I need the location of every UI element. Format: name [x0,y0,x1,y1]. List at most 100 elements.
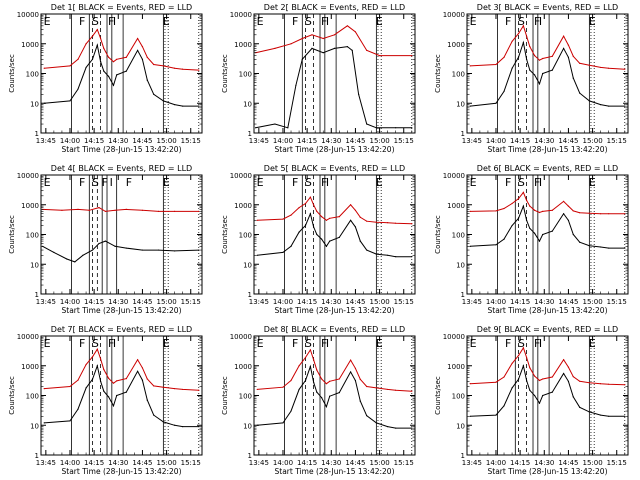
events-point [91,249,94,251]
lld-point [551,55,553,57]
events-point [529,69,531,71]
x-tick-label: 14:45 [558,137,578,145]
x-tick-label: 14:15 [84,459,104,467]
events-point [325,406,328,408]
x-tick-label: 14:30 [108,137,128,145]
y-tick-label: 1 [248,452,252,460]
x-tick-label: 15:15 [607,137,627,145]
x-tick-label: 14:30 [321,459,341,467]
panel-title: Det 9[ BLACK = Events, RED = LLD [477,325,618,334]
x-tick-label: 14:45 [558,459,578,467]
y-axis-label: Counts/sec [434,54,442,93]
lld-point [116,380,118,382]
y-tick-label: 10000 [443,172,465,180]
events-point [354,379,357,382]
interval-label: I [539,15,542,28]
events-point [563,47,565,49]
events-point [366,415,368,417]
x-tick-label: 14:00 [486,459,506,467]
events-point [411,427,413,429]
x-tick-label: 15:15 [394,459,414,467]
events-point [69,420,71,422]
y-tick-label: 1 [461,452,465,460]
events-point [579,241,581,243]
y-tick-label: 1 [35,291,39,299]
interval-label: F [505,337,511,350]
interval-label: I [326,15,329,28]
lld-point [99,358,102,360]
series-events-line [42,240,199,263]
events-point [469,105,471,107]
x-tick-label: 14:30 [534,459,554,467]
lld-point [290,43,292,45]
events-point [74,261,76,263]
y-tick-label: 100 [452,232,465,240]
lld-point [141,46,144,48]
y-tick-label: 100 [452,393,465,401]
lld-point [534,375,536,377]
lld-point [112,382,115,384]
lld-point [359,378,361,380]
lld-point [198,389,200,391]
interval-label: E [44,337,51,350]
lld-point [91,35,94,37]
lld-point [338,215,340,218]
lld-point [354,31,357,33]
events-point [329,395,331,397]
interval-label: I [326,176,329,189]
lld-point [321,215,323,218]
lld-point [141,367,144,369]
lld-point [157,210,160,212]
y-tick-label: 1 [461,130,465,138]
events-point [551,69,553,71]
events-point [125,247,127,249]
x-tick-label: 14:00 [273,298,293,306]
events-point [411,256,413,258]
y-axis-label: Counts/sec [8,54,16,93]
events-point [551,230,553,232]
lld-point [495,63,497,66]
interval-label: E [376,176,383,189]
lld-point [350,204,352,206]
lld-point [525,199,528,202]
lld-point [503,207,505,210]
interval-label: F [102,176,108,189]
x-tick-label: 14:45 [345,459,365,467]
events-point [608,105,610,107]
x-tick-label: 15:15 [181,459,201,467]
events-point [141,379,144,381]
x-tick-label: 14:45 [558,298,578,306]
x-tick-label: 14:15 [510,137,530,145]
y-tick-label: 100 [26,393,39,401]
events-point [91,378,94,380]
events-point [534,232,536,234]
x-tick-label: 14:30 [108,298,128,306]
events-point [351,49,353,51]
y-tick-label: 10000 [230,172,252,180]
panel-title: Det 4[ BLACK = Events, RED = LLD [51,164,192,173]
interval-label: F [292,176,298,189]
events-point [503,90,505,93]
events-point [182,426,184,428]
lld-point [608,213,610,215]
events-point [43,422,45,424]
y-tick-label: 10000 [17,333,39,341]
lld-point [61,209,63,211]
events-point [354,226,357,228]
interval-label: E [163,176,170,189]
lld-point [600,66,602,69]
series-events-line [470,204,625,249]
events-point [572,233,574,236]
events-point [469,415,471,417]
x-tick-label: 14:45 [132,459,152,467]
y-tick-label: 1 [35,452,39,460]
events-point [542,72,544,75]
lld-point [542,378,544,380]
events-point [69,100,71,102]
interval-label: I [113,337,116,350]
lld-point [116,58,118,60]
lld-point [538,211,541,214]
